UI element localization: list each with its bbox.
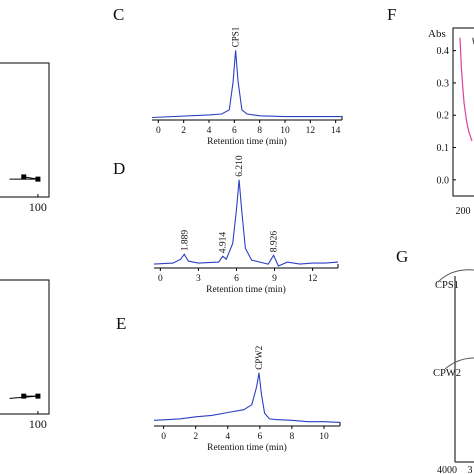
data-point [21, 393, 27, 399]
panel-e-chart: 0 2 4 6 8 10 Retention time (min) CPW2 [153, 346, 341, 453]
peak-label: 1.889 [180, 230, 190, 252]
x-tick-label: 9 [272, 274, 277, 284]
chromatogram-trace [153, 372, 341, 423]
y-axis-label: Abs [428, 28, 446, 40]
peak-label: CPS1 [231, 27, 241, 48]
data-point [35, 393, 41, 399]
y-tick-label: 0.3 [437, 78, 450, 89]
x-tick-label: 12 [306, 126, 316, 136]
panel-d-chart: 0 3 6 9 12 Retention time (min) 1.889 4.914 6.21… [153, 155, 339, 295]
chromatogram-trace [151, 50, 342, 119]
plot-frame [452, 27, 474, 197]
x-tick-label: 6 [257, 432, 262, 442]
x-tick-label: 0 [161, 432, 166, 442]
y-tick-label: 0.2 [437, 111, 450, 122]
x-tick-label: 0 [156, 126, 161, 136]
x-tick-label: 200 [456, 206, 471, 217]
x-tick-label: 6 [232, 126, 237, 136]
panel-g-chart: CPS1 CPW2 4000 3 [433, 269, 474, 474]
panel-b-frame [0, 279, 50, 415]
ir-trace-cpw2 [444, 357, 474, 370]
series-label: CPS1 [435, 280, 459, 291]
spectrum-series-1 [459, 37, 473, 142]
x-tick-label: 8 [290, 432, 295, 442]
x-tick-label: 4000 [437, 465, 457, 474]
ir-trace-cps1 [437, 269, 474, 283]
x-tick-label: 8 [257, 126, 262, 136]
panel-label-f: F [387, 5, 396, 24]
x-tick-label: 100 [29, 200, 47, 214]
x-tick-label: 10 [319, 432, 329, 442]
data-point [35, 176, 41, 182]
peak-label: 8.926 [270, 231, 280, 253]
x-tick-label: 0 [158, 274, 163, 284]
panel-c-chart: 0 2 4 6 8 10 12 14 Retention time (min) CPS1 [151, 27, 343, 147]
data-point [21, 174, 27, 180]
x-tick-label: 3 [468, 465, 473, 474]
panel-label-e: E [116, 314, 126, 333]
x-axis-label: Retention time (min) [206, 284, 286, 295]
x-tick-label: 14 [331, 126, 341, 136]
x-tick-label: 10 [280, 126, 290, 136]
peak-label: CPW2 [254, 346, 264, 370]
panel-label-c: C [113, 5, 124, 24]
x-tick-label: 2 [181, 126, 186, 136]
y-tick-label: 0.1 [437, 143, 450, 154]
peak-label: 6.210 [235, 155, 245, 177]
x-tick-label: 6 [234, 274, 239, 284]
y-tick-label: 0.4 [437, 46, 450, 57]
x-axis-label: Retention time (min) [207, 442, 287, 453]
x-tick-label: 12 [308, 274, 318, 284]
panel-label-g: G [396, 247, 408, 266]
x-tick-label: 4 [207, 126, 212, 136]
peak-label: 4.914 [219, 232, 229, 254]
x-axis-label: Retention time (min) [207, 136, 287, 147]
x-tick-label: 2 [193, 432, 198, 442]
x-tick-label: 4 [225, 432, 230, 442]
x-tick-label: 100 [29, 417, 47, 431]
y-tick-label: 0.0 [437, 175, 450, 186]
chromatogram-trace [153, 179, 339, 267]
panel-a-frame [0, 62, 50, 198]
panel-label-d: D [113, 159, 125, 178]
x-tick-label: 3 [196, 274, 201, 284]
series-label: CPW2 [433, 368, 461, 379]
